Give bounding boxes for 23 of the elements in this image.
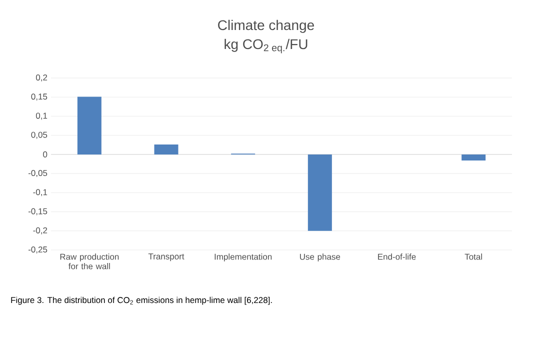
caption: Figure 3. The distribution of CO$_{2}$ emissions in hemp-lime wall [6,228].: [11, 296, 272, 305]
y-tick-label: 0: [43, 151, 48, 158]
x-tick-label: Raw production for the wall: [60, 254, 119, 270]
y-tick-label: 0,1: [36, 112, 48, 120]
bar: [77, 96, 102, 154]
x-tick-label: End-of-life: [378, 254, 416, 260]
y-tick-label: 0,05: [31, 132, 48, 139]
y-tick-label: 0,15: [31, 94, 48, 101]
y-tick-label: 0,2: [36, 74, 48, 82]
x-tick-label: Transport: [148, 254, 184, 262]
y-tick-label: -0,2: [33, 227, 48, 234]
y-tick-label: -0,15: [28, 208, 48, 216]
chart-title: Climate change: [218, 20, 314, 33]
bar: [462, 154, 486, 161]
y-tick-label: -0,25: [28, 246, 48, 254]
x-tick-label: Use phase: [300, 254, 340, 262]
bar: [308, 154, 332, 231]
chart-subtitle: kg CO$_{2 eq.}$/FU: [224, 38, 308, 54]
x-tick-label: Total: [464, 254, 482, 260]
y-tick-label: -0,05: [28, 170, 48, 178]
x-tick-label: Implementation: [214, 254, 272, 262]
y-tick-label: -0,1: [33, 189, 48, 196]
bar: [154, 144, 178, 154]
